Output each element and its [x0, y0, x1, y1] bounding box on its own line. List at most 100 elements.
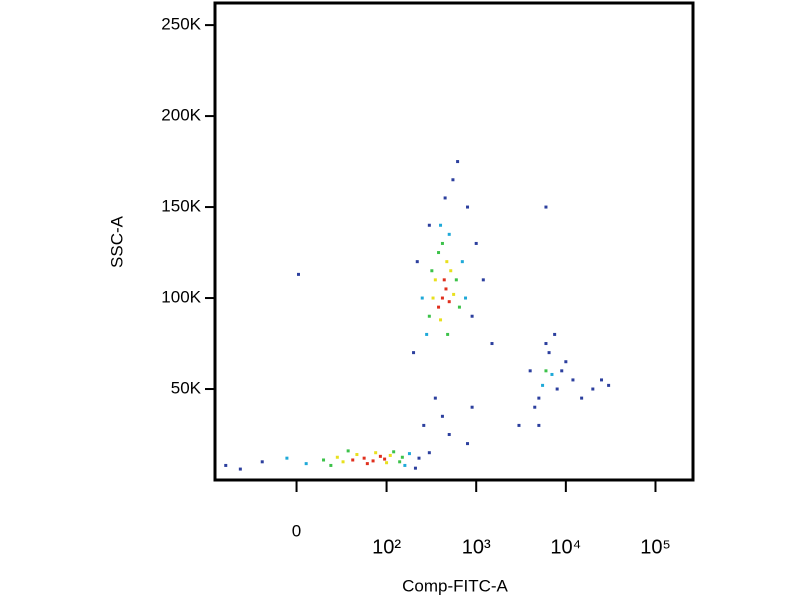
- point: [447, 433, 451, 437]
- point: [224, 463, 228, 467]
- point: [537, 396, 541, 400]
- point: [533, 405, 537, 409]
- point: [385, 461, 389, 465]
- point: [591, 387, 595, 391]
- point: [383, 457, 387, 461]
- point: [371, 459, 375, 463]
- point: [365, 462, 369, 466]
- point: [362, 456, 366, 460]
- point: [341, 460, 345, 464]
- point: [555, 387, 559, 391]
- point: [433, 278, 437, 282]
- plot-frame: [213, 1, 695, 482]
- point: [260, 460, 264, 464]
- x-tick-label: 10⁴: [550, 536, 581, 558]
- point: [335, 455, 339, 459]
- point: [564, 360, 568, 364]
- point: [560, 369, 564, 373]
- point: [403, 463, 407, 467]
- point: [329, 463, 333, 467]
- point: [322, 458, 326, 462]
- point: [466, 205, 470, 209]
- point: [517, 423, 521, 427]
- x-tick-label: 10³: [462, 536, 491, 558]
- point: [481, 278, 485, 282]
- point: [433, 396, 437, 400]
- point: [544, 369, 548, 373]
- point: [470, 405, 474, 409]
- y-tick-label: 150K: [161, 197, 201, 216]
- point: [443, 196, 447, 200]
- point: [412, 351, 416, 355]
- point: [398, 460, 402, 464]
- point: [440, 296, 444, 300]
- point: [346, 449, 350, 453]
- point: [437, 251, 441, 255]
- point: [447, 300, 451, 304]
- y-tick-label: 200K: [161, 106, 201, 125]
- point: [537, 423, 541, 427]
- point: [457, 305, 461, 309]
- x-tick-label: 10²: [372, 536, 401, 558]
- point: [378, 454, 382, 458]
- point: [374, 451, 378, 455]
- point: [304, 462, 308, 466]
- point: [420, 296, 424, 300]
- x-tick-label: 0: [292, 521, 301, 540]
- point: [351, 458, 355, 462]
- point: [451, 178, 455, 182]
- point: [430, 269, 434, 273]
- point: [442, 278, 446, 282]
- point: [544, 342, 548, 346]
- point: [445, 260, 449, 264]
- point: [544, 205, 548, 209]
- point: [474, 241, 478, 245]
- point: [296, 272, 300, 276]
- point: [553, 332, 557, 336]
- point: [444, 287, 448, 291]
- x-tick-label: 10⁵: [640, 536, 671, 558]
- point: [460, 260, 464, 264]
- point: [427, 223, 431, 227]
- point: [422, 423, 426, 427]
- point: [600, 378, 604, 382]
- point: [415, 260, 419, 264]
- y-tick-label: 100K: [161, 288, 201, 307]
- point: [490, 342, 494, 346]
- y-axis-label: SSC-A: [107, 215, 126, 268]
- point: [238, 467, 242, 471]
- point: [571, 378, 575, 382]
- point: [413, 466, 417, 470]
- point: [400, 455, 404, 459]
- point: [452, 292, 456, 296]
- point: [528, 369, 532, 373]
- point: [439, 223, 443, 227]
- point: [427, 451, 431, 455]
- point: [607, 383, 611, 387]
- point: [470, 314, 474, 318]
- point: [392, 450, 396, 454]
- point: [431, 296, 435, 300]
- point: [547, 351, 551, 355]
- point: [447, 232, 451, 236]
- point: [446, 332, 450, 336]
- point: [449, 269, 453, 273]
- point: [407, 452, 411, 456]
- y-tick-label: 50K: [171, 379, 202, 398]
- point: [439, 318, 443, 322]
- point: [440, 241, 444, 245]
- point: [427, 314, 431, 318]
- point: [550, 372, 554, 376]
- point: [285, 456, 289, 460]
- point: [355, 453, 359, 457]
- y-tick-label: 250K: [161, 15, 201, 34]
- point: [417, 456, 421, 460]
- point: [440, 414, 444, 418]
- x-axis-label: Comp-FITC-A: [402, 576, 508, 595]
- point: [437, 305, 441, 309]
- point: [425, 332, 429, 336]
- point: [466, 442, 470, 446]
- point: [580, 396, 584, 400]
- point: [541, 383, 545, 387]
